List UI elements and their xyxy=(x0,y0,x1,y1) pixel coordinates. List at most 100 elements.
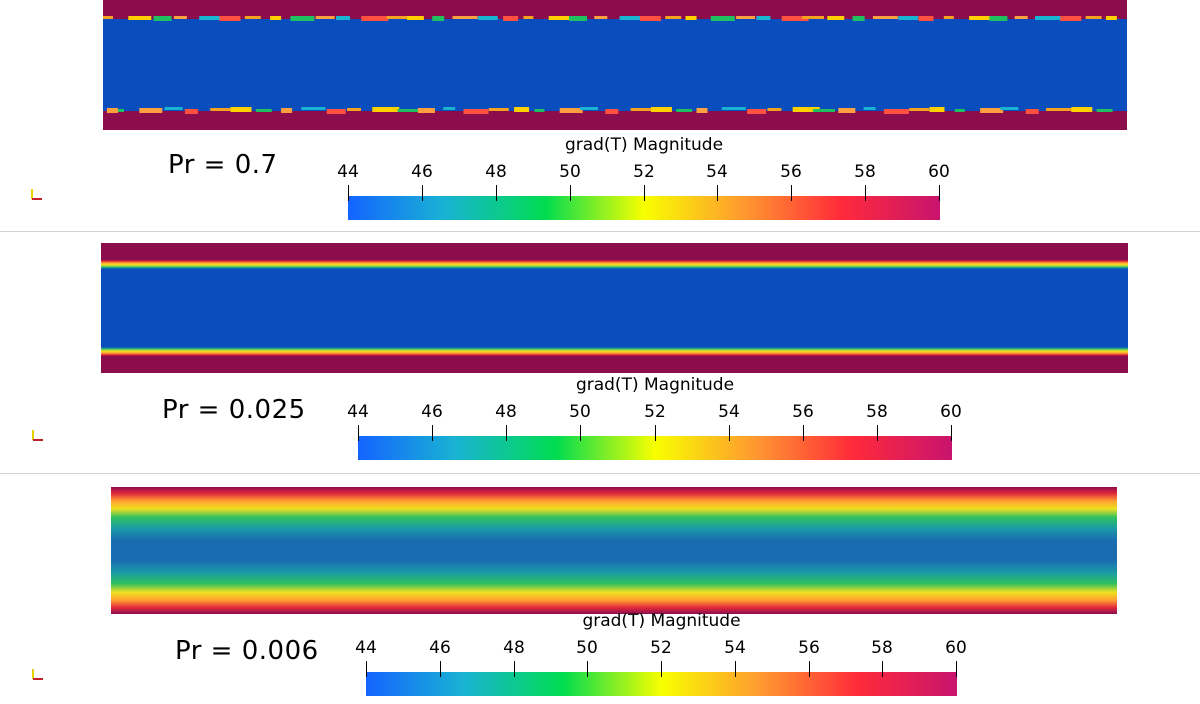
boundary-patch xyxy=(594,16,608,19)
field-image xyxy=(111,487,1117,614)
boundary-patch xyxy=(301,107,326,110)
colorbar-tick-label: 44 xyxy=(347,402,369,422)
boundary-patch xyxy=(406,16,424,20)
colorbar-tick xyxy=(717,185,718,201)
boundary-patch xyxy=(463,109,489,114)
boundary-patch xyxy=(747,109,767,114)
colorbar-tick-label: 52 xyxy=(644,402,666,422)
colorbar-tick xyxy=(865,185,866,201)
colorbar-tick-label: 54 xyxy=(724,638,746,658)
boundary-patch xyxy=(1035,16,1061,20)
boundary-patch xyxy=(210,108,237,111)
colorbar-tick xyxy=(735,661,736,677)
colorbar-tick xyxy=(422,185,423,201)
boundary-patch xyxy=(781,16,809,21)
axes-orientation-icon xyxy=(29,187,43,201)
colorbar-tick xyxy=(570,185,571,201)
gradient-field-pr-0-025 xyxy=(101,243,1128,373)
colorbar-tick-label: 58 xyxy=(871,638,893,658)
prandtl-label: Pr = 0.006 xyxy=(175,636,319,666)
boundary-patch xyxy=(569,16,587,21)
boundary-patch xyxy=(477,16,498,20)
colorbar-tick xyxy=(882,661,883,677)
colorbar-tick-label: 44 xyxy=(337,162,359,182)
boundary-patch xyxy=(417,108,435,113)
boundary-patch xyxy=(199,16,226,20)
boundary-patch xyxy=(898,16,919,20)
colorbar-tick xyxy=(348,185,349,201)
colorbar-tick xyxy=(877,425,878,441)
boundary-patch xyxy=(802,16,824,19)
colorbar-tick-label: 56 xyxy=(798,638,820,658)
boundary-patch xyxy=(219,16,241,21)
colorbar-tick xyxy=(506,425,507,441)
boundary-patch xyxy=(443,107,456,110)
boundary-patch xyxy=(290,16,315,21)
colorbar-tick xyxy=(644,185,645,201)
colorbar-tick-label: 54 xyxy=(706,162,728,182)
colorbar-tick-label: 60 xyxy=(940,402,962,422)
boundary-patch xyxy=(452,16,478,19)
boundary-patch xyxy=(139,108,163,113)
boundary-patch xyxy=(114,109,124,112)
boundary-patch xyxy=(1071,107,1093,112)
boundary-patch xyxy=(954,109,965,112)
boundary-patch xyxy=(909,108,930,111)
colorbar-tick xyxy=(358,425,359,441)
boundary-patch xyxy=(103,16,113,19)
colorbar-tick-label: 60 xyxy=(945,638,967,658)
boundary-patch xyxy=(1085,16,1102,19)
panel-divider xyxy=(0,231,1200,232)
colorbar-tick-label: 44 xyxy=(355,638,377,658)
colorbar-tick xyxy=(655,425,656,441)
colorbar-tick xyxy=(809,661,810,677)
boundary-patch xyxy=(1000,107,1019,110)
boundary-patch xyxy=(1046,108,1072,111)
colorbar-title: grad(T) Magnitude xyxy=(575,375,735,395)
prandtl-label: Pr = 0.7 xyxy=(168,150,278,180)
colorbar-tick xyxy=(496,185,497,201)
colorbar-tick xyxy=(956,661,957,677)
boundary-patch xyxy=(710,16,735,21)
boundary-patch xyxy=(255,109,272,112)
colorbar-tick-label: 46 xyxy=(421,402,443,422)
colorbar-tick xyxy=(432,425,433,441)
boundary-patch xyxy=(813,109,835,112)
boundary-patch xyxy=(767,108,782,111)
colorbar-tick-label: 52 xyxy=(633,162,655,182)
colorbar-tick xyxy=(951,425,952,441)
boundary-patch xyxy=(347,108,361,111)
colorbar-tick xyxy=(661,661,662,677)
boundary-patch xyxy=(630,108,657,111)
core-region xyxy=(103,19,1127,111)
boundary-patch xyxy=(315,16,335,19)
boundary-patch xyxy=(619,16,646,20)
boundary-patch xyxy=(432,16,445,21)
colorbar-tick-label: 48 xyxy=(503,638,525,658)
boundary-patch xyxy=(665,16,682,19)
boundary-patch xyxy=(173,16,187,19)
colorbar-tick xyxy=(791,185,792,201)
boundary-patch xyxy=(685,16,697,20)
boundary-patch xyxy=(548,16,572,20)
colorbar-tick xyxy=(514,661,515,677)
boundary-patch xyxy=(852,16,865,21)
boundary-patch xyxy=(883,109,909,114)
boundary-patch xyxy=(827,16,845,20)
colorbar-tick xyxy=(803,425,804,441)
boundary-patch xyxy=(128,16,152,20)
colorbar-tick xyxy=(587,661,588,677)
boundary-patch xyxy=(792,107,820,112)
boundary-patch xyxy=(326,109,346,114)
boundary-patch xyxy=(1096,109,1113,112)
boundary-patch xyxy=(514,107,530,112)
boundary-patch xyxy=(503,16,519,21)
colorbar-title: grad(T) Magnitude xyxy=(564,135,724,155)
prandtl-label: Pr = 0.025 xyxy=(162,395,306,425)
boundary-patch xyxy=(863,107,876,110)
colorbar-tick-label: 58 xyxy=(866,402,888,422)
boundary-patch xyxy=(580,107,598,110)
boundary-patch xyxy=(1014,16,1028,19)
colorbar-tick-label: 48 xyxy=(495,402,517,422)
gradient-profile xyxy=(111,487,1117,614)
